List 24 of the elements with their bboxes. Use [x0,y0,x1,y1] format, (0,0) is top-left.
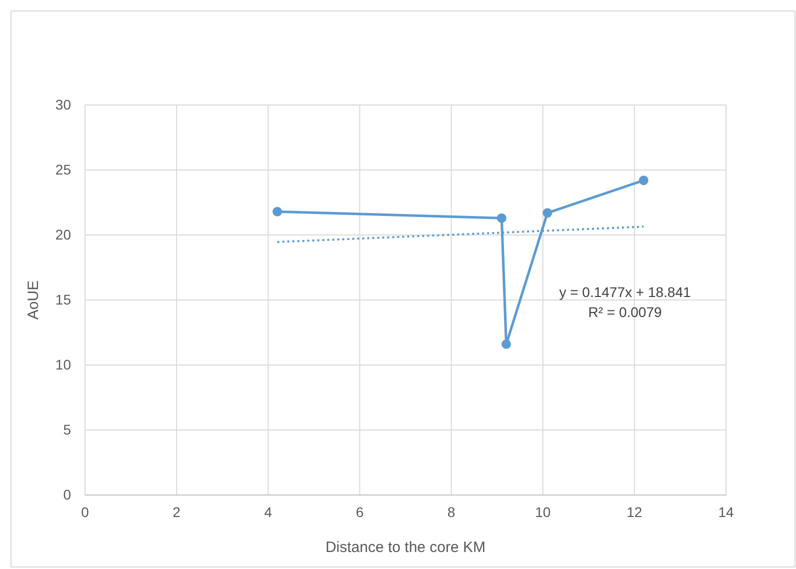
annotation: R² = 0.0079 [588,304,662,320]
annotation: y = 0.1477x + 18.841 [559,284,691,300]
y-tick-label: 0 [63,486,72,502]
x-tick-label: 6 [356,504,364,520]
x-tick-label: 4 [264,504,272,520]
x-axis-title: Distance to the core KM [325,539,486,556]
y-axis-title: AoUE [25,280,42,320]
y-tick-label: 25 [55,161,72,178]
y-tick-label: 30 [55,96,72,112]
point [542,208,552,218]
x-tick-label: 2 [172,504,181,520]
point [496,213,506,223]
y-tick-label: 5 [63,421,72,438]
x-tick-label: 8 [447,504,456,520]
x-tick-label: 0 [81,504,90,520]
y-tick-label: 20 [55,226,72,242]
y-tick-label: 10 [55,356,72,372]
x-tick-label: 12 [626,504,642,520]
y-tick-label: 15 [55,291,72,308]
x-tick-label: 10 [535,504,551,520]
x-tick-label: 14 [718,504,734,520]
point [638,176,648,186]
point [272,206,282,216]
point [502,339,511,349]
